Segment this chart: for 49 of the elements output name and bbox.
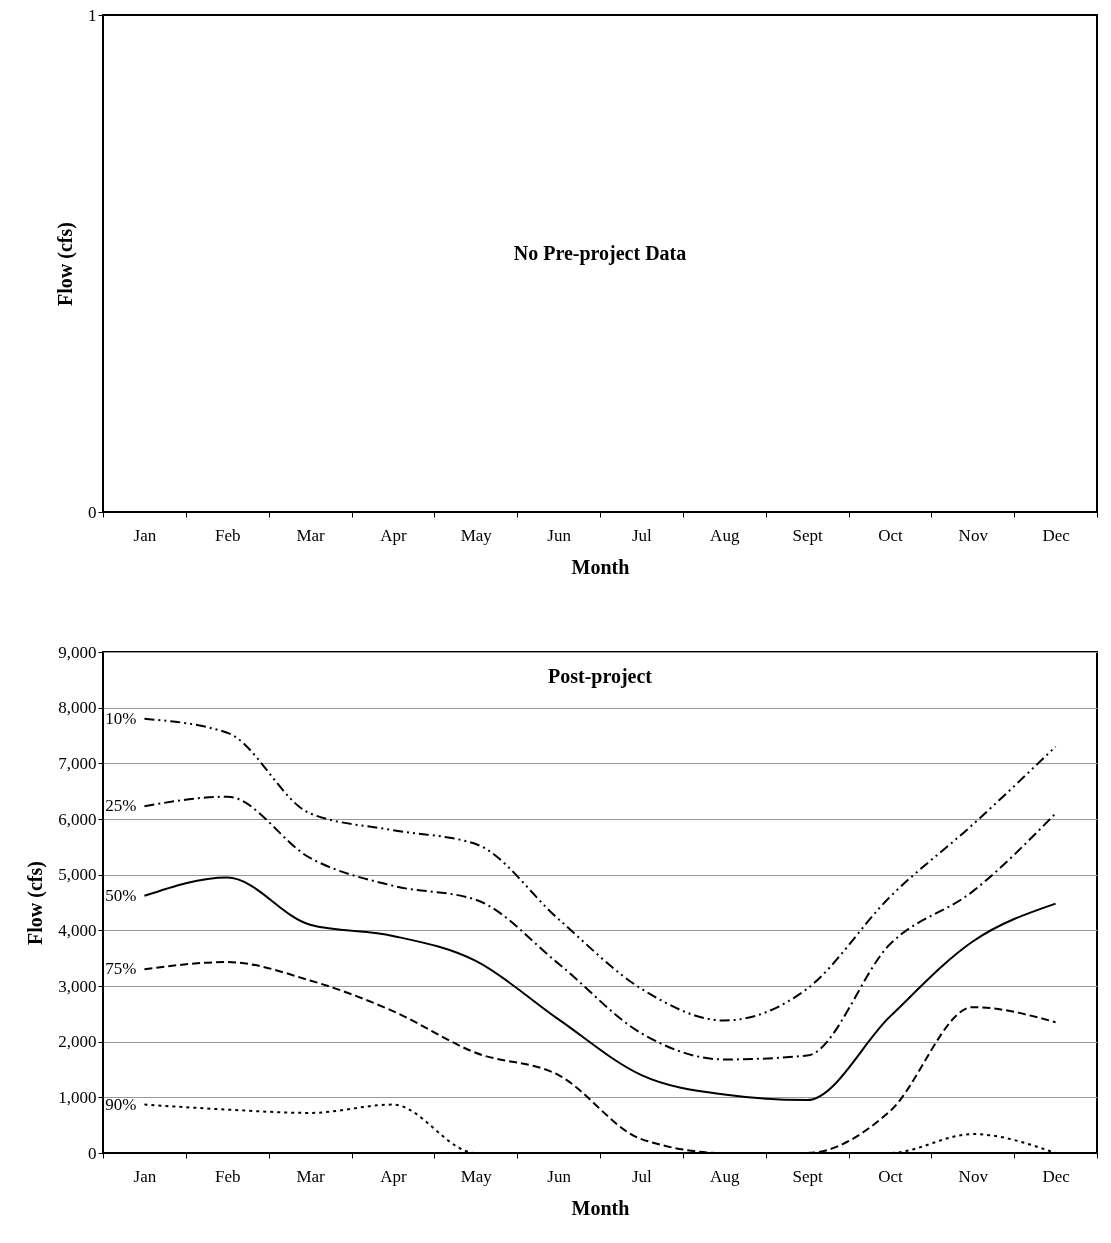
- x-tick-label: Sept: [792, 1166, 823, 1186]
- x-tick-label: Apr: [380, 525, 407, 545]
- y-tick-label: 9,000: [58, 642, 97, 662]
- x-tick-label: Oct: [878, 525, 903, 545]
- series-label: 90%: [105, 1094, 137, 1114]
- y-tick-label: 0: [88, 502, 97, 522]
- text: Post-project: [547, 665, 653, 688]
- y-tick-label: 2,000: [58, 1032, 97, 1052]
- x-tick-label: Feb: [215, 525, 241, 545]
- x-tick-label: Sept: [792, 525, 823, 545]
- x-tick-label: Jan: [133, 1166, 157, 1186]
- x-tick-label: Jun: [547, 525, 572, 545]
- y-axis-title: Flow (cfs): [24, 861, 48, 945]
- y-tick-label: 0: [88, 1143, 97, 1163]
- x-tick-label: Jun: [547, 1166, 572, 1186]
- y-axis-title: Flow (cfs): [54, 222, 77, 306]
- y-tick-label: 3,000: [58, 976, 97, 996]
- x-tick-label: Jul: [631, 525, 653, 545]
- x-axis-title: Month: [571, 1196, 630, 1219]
- y-tick-label: 7,000: [58, 753, 97, 773]
- x-tick-label: Dec: [1042, 525, 1071, 545]
- x-tick-label: Aug: [710, 1166, 740, 1186]
- y-tick-label: 4,000: [58, 920, 97, 940]
- y-tick-label: 1: [88, 5, 97, 25]
- x-tick-label: Dec: [1042, 1166, 1071, 1186]
- x-tick-label: Aug: [710, 525, 740, 545]
- series-label: 75%: [105, 959, 137, 979]
- series-label: 50%: [105, 885, 137, 905]
- x-tick-label: Jan: [133, 525, 157, 545]
- y-tick-label: 6,000: [58, 809, 97, 829]
- x-tick-label: Nov: [958, 525, 989, 545]
- x-tick-label: Jul: [631, 1166, 653, 1186]
- series-label: 10%: [105, 708, 137, 728]
- y-tick-label: 8,000: [58, 698, 97, 718]
- x-tick-label: Mar: [296, 1166, 326, 1186]
- x-tick-label: Nov: [958, 1166, 989, 1186]
- line-series: [143, 795, 1057, 1061]
- x-tick-label: Feb: [215, 1166, 241, 1186]
- series-label: 25%: [105, 796, 137, 816]
- x-tick-label: May: [460, 525, 493, 545]
- y-tick-label: 5,000: [58, 865, 97, 885]
- x-tick-label: Apr: [380, 1166, 407, 1186]
- y-tick-label: 1,000: [58, 1087, 97, 1107]
- x-tick-label: Oct: [878, 1166, 903, 1186]
- x-axis-title: Month: [571, 555, 630, 578]
- x-tick-label: May: [460, 1166, 493, 1186]
- line-series: [143, 876, 1057, 1102]
- annotation: No Pre-project Data: [513, 241, 687, 265]
- x-tick-label: Mar: [296, 525, 326, 545]
